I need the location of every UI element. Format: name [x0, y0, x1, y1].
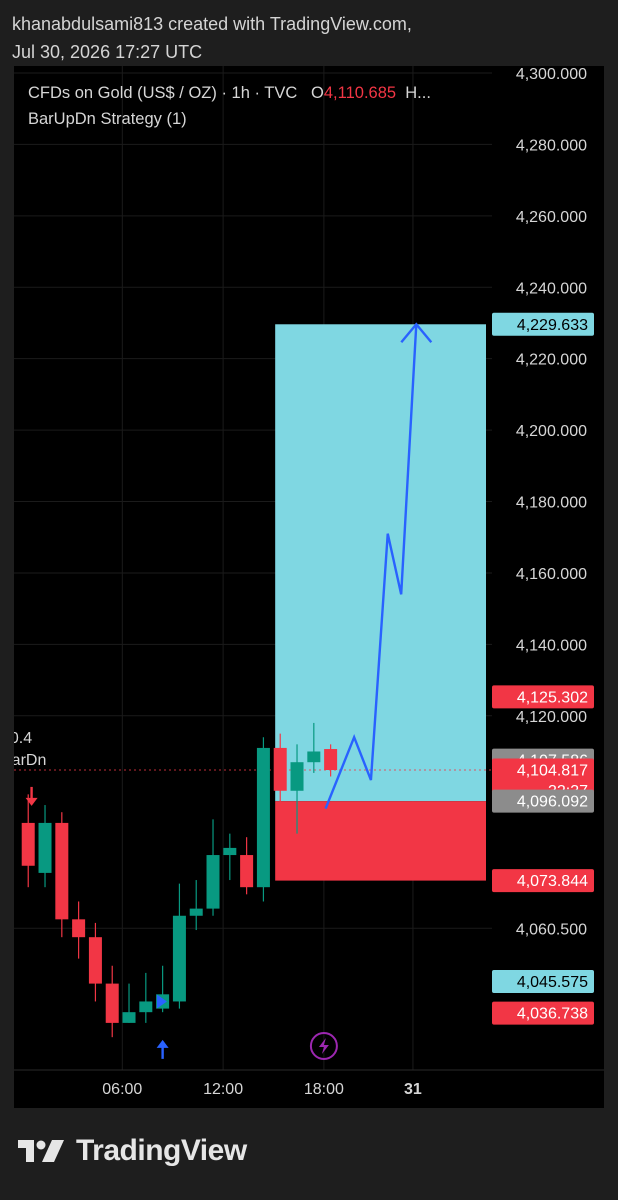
price-label-text: 4,229.633 [517, 317, 588, 334]
open-label: O4,110.685 H... [311, 84, 431, 102]
y-tick-label: 4,260.000 [516, 209, 587, 226]
candle-body[interactable] [290, 762, 304, 791]
price-label-text: 4,104.817 [517, 762, 588, 779]
candle-body[interactable] [240, 855, 254, 888]
price-label[interactable] [492, 869, 594, 893]
y-tick-label: 4,240.000 [516, 280, 587, 297]
y-tick-label: 4,120.000 [516, 709, 587, 726]
snapshot-header: khanabdulsami813 created with TradingVie… [12, 10, 412, 66]
candle-body[interactable] [21, 822, 35, 866]
symbol-title: CFDs on Gold (US$ / OZ) · 1h · TVC [28, 84, 298, 102]
y-tick-label: 4,220.000 [516, 352, 587, 369]
x-tick-label: 12:00 [203, 1081, 243, 1098]
candle-body[interactable] [88, 937, 102, 984]
candle-body[interactable] [189, 908, 203, 916]
entry-flag-icon [156, 994, 167, 1009]
y-tick-label: 4,140.000 [516, 637, 587, 654]
indicator-name-label: BarDn [14, 752, 46, 769]
lightning-ring [309, 1032, 338, 1060]
price-label[interactable] [492, 1001, 594, 1025]
tradingview-logo[interactable]: TradingView [16, 1134, 247, 1168]
candle-body[interactable] [273, 747, 287, 791]
price-label-text: 4,036.738 [517, 1006, 588, 1023]
candle-body[interactable] [38, 822, 52, 873]
candle-body[interactable] [55, 822, 69, 920]
tradingview-logo-icon [18, 1140, 64, 1162]
candle-body[interactable] [139, 1001, 153, 1013]
candle-body[interactable] [307, 751, 321, 763]
candle-body[interactable] [72, 919, 86, 938]
x-tick-label: 06:00 [102, 1081, 142, 1098]
y-tick-label: 4,200.000 [516, 423, 587, 440]
y-tick-label: 4,280.000 [516, 137, 587, 154]
up-arrow-icon [156, 1039, 169, 1059]
open-value: 4,110.685 [323, 84, 397, 102]
projection-path[interactable] [324, 324, 418, 810]
candle-body[interactable] [256, 747, 270, 888]
price-label-text: 4,045.575 [517, 974, 588, 991]
candle-body[interactable] [223, 847, 237, 856]
chart-legend: CFDs on Gold (US$ / OZ) · 1h · TVC O4,11… [28, 80, 431, 132]
chart-canvas[interactable]: 4,300.000 4,280.000 4,260.000 4,240.000 4,22… [14, 66, 604, 1108]
price-label[interactable] [492, 970, 594, 994]
price-label-text: 4,125.302 [517, 689, 588, 706]
symbol-line: CFDs on Gold (US$ / OZ) · 1h · TVC O4,11… [28, 80, 431, 106]
y-tick-label: 4,060.500 [516, 921, 587, 938]
profit-zone[interactable] [275, 324, 486, 802]
legend-trail: H... [405, 84, 431, 102]
chart-frame[interactable]: 4,300.000 4,280.000 4,260.000 4,240.000 4,22… [14, 66, 604, 1108]
lightning-bolt [318, 1038, 329, 1054]
indicator-value-label: 50.4 [14, 730, 32, 747]
price-label[interactable] [492, 685, 594, 709]
stop-zone[interactable] [275, 801, 486, 881]
candle-body[interactable] [172, 915, 186, 1002]
down-arrow-icon [25, 786, 38, 806]
y-tick-label: 4,300.000 [516, 66, 587, 83]
y-tick-label: 4,180.000 [516, 495, 587, 512]
strategy-name: BarUpDn Strategy (1) [28, 110, 187, 128]
candle-body[interactable] [324, 749, 338, 770]
price-label-text: 4,096.092 [517, 794, 588, 811]
y-tick-label: 4,160.000 [516, 566, 587, 583]
price-label[interactable] [492, 789, 594, 813]
tradingview-wordmark: TradingView [76, 1134, 247, 1167]
x-tick-label: 31 [404, 1081, 422, 1098]
signal-head [25, 797, 38, 806]
candle-body[interactable] [122, 1012, 136, 1023]
price-label-text: 4,073.844 [517, 873, 588, 890]
price-label[interactable] [492, 312, 594, 336]
projection-arrowhead [400, 322, 433, 344]
snapshot-author: khanabdulsami813 created with TradingVie… [12, 14, 412, 34]
x-tick-label: 18:00 [304, 1081, 344, 1098]
lightning-icon[interactable] [309, 1032, 338, 1060]
signal-head [156, 1039, 169, 1048]
snapshot-date: Jul 30, 2026 17:27 UTC [12, 42, 203, 62]
candle-body[interactable] [105, 983, 119, 1023]
candle-body[interactable] [206, 855, 220, 909]
